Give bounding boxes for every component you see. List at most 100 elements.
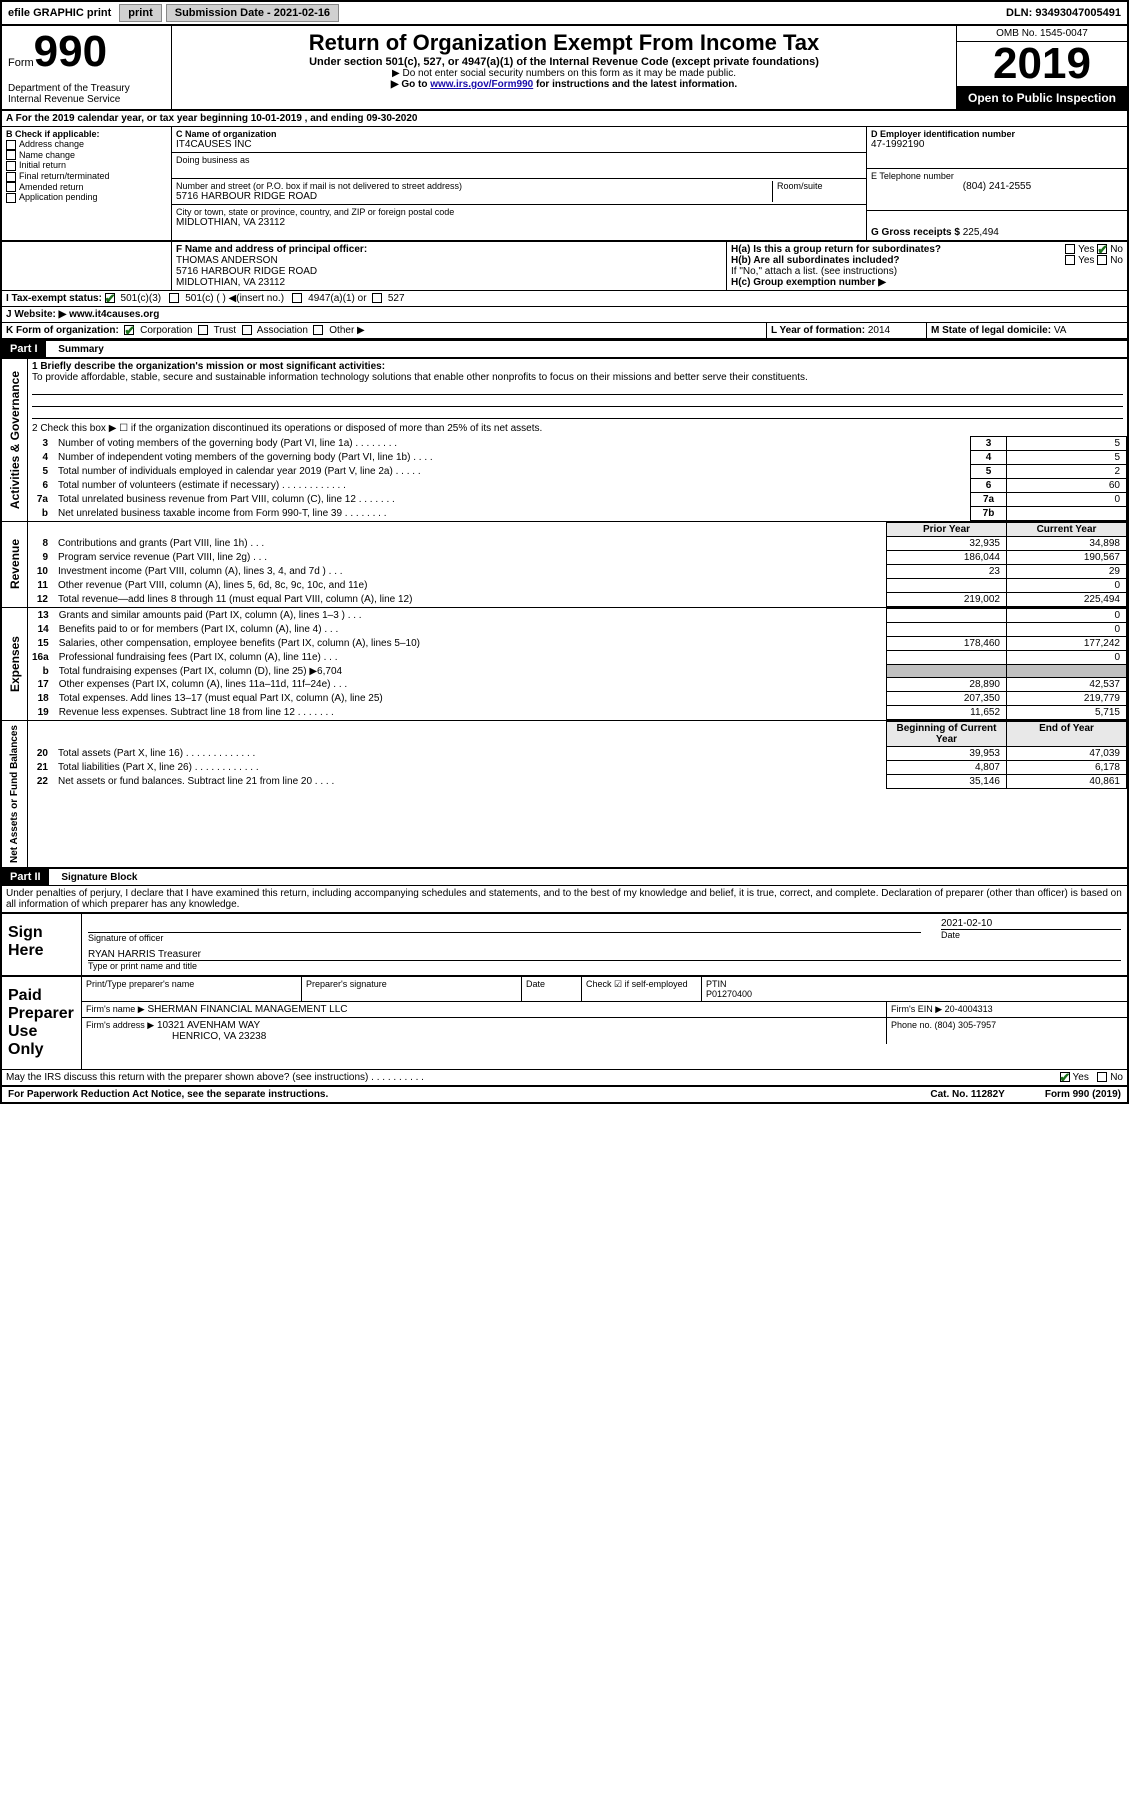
discuss-yes[interactable] (1060, 1072, 1070, 1082)
form-title: Return of Organization Exempt From Incom… (178, 30, 950, 56)
footer-mid: Cat. No. 11282Y (930, 1089, 1004, 1100)
end-year-head: End of Year (1007, 722, 1127, 747)
prep-sig-label: Preparer's signature (302, 977, 522, 1001)
j-label: J Website: ▶ (6, 309, 66, 320)
section-fh: F Name and address of principal officer:… (2, 242, 1127, 291)
sig-date-label: Date (941, 930, 1121, 940)
city-cell: City or town, state or province, country… (172, 205, 866, 230)
top-bar: efile GRAPHIC print print Submission Dat… (2, 2, 1127, 26)
officer-addr1: 5716 HARBOUR RIDGE ROAD (176, 266, 722, 277)
prep-date-label: Date (522, 977, 582, 1001)
discuss-row: May the IRS discuss this return with the… (2, 1069, 1127, 1085)
tax-year: 2019 (957, 42, 1127, 87)
table-row: bNet unrelated business taxable income f… (28, 507, 1127, 521)
cb-501c[interactable] (169, 293, 179, 303)
cb-name[interactable]: Name change (6, 150, 167, 161)
cb-527[interactable] (372, 293, 382, 303)
cb-other[interactable] (313, 325, 323, 335)
city-label: City or town, state or province, country… (176, 207, 862, 217)
i-label: I Tax-exempt status: (6, 293, 102, 304)
table-row: 12Total revenue—add lines 8 through 11 (… (28, 593, 1127, 607)
ha-yes[interactable] (1065, 244, 1075, 254)
col-l: L Year of formation: 2014 (767, 323, 927, 338)
org-name-cell: C Name of organization IT4CAUSES INC (172, 127, 866, 153)
dln: DLN: 93493047005491 (1000, 7, 1127, 19)
cb-final[interactable]: Final return/terminated (6, 171, 167, 182)
prep-name-label: Print/Type preparer's name (82, 977, 302, 1001)
sidebar-activities: Activities & Governance (2, 359, 28, 521)
addr-cell: Number and street (or P.O. box if mail i… (172, 179, 866, 205)
tel-label: E Telephone number (871, 171, 1123, 181)
table-row: 4Number of independent voting members of… (28, 451, 1127, 465)
col-b-head: B Check if applicable: (6, 129, 167, 139)
col-c: C Name of organization IT4CAUSES INC Doi… (172, 127, 867, 240)
cb-assoc[interactable] (242, 325, 252, 335)
cb-corp[interactable] (124, 325, 134, 335)
header-left: Form990 Department of the Treasury Inter… (2, 26, 172, 109)
sig-name: RYAN HARRIS Treasurer (88, 949, 1121, 960)
table-row: 3Number of voting members of the governi… (28, 437, 1127, 451)
org-name-label: C Name of organization (176, 129, 862, 139)
firm-ein: Firm's EIN ▶ 20-4004313 (887, 1002, 1127, 1017)
h-a: H(a) Is this a group return for subordin… (731, 244, 1123, 255)
sign-body: Signature of officer 2021-02-10 Date RYA… (82, 914, 1127, 975)
firm-name: Firm's name ▶ SHERMAN FINANCIAL MANAGEME… (82, 1002, 887, 1017)
row-i: I Tax-exempt status: 501(c)(3) 501(c) ( … (2, 291, 1127, 307)
table-row: 14Benefits paid to or for members (Part … (28, 623, 1127, 637)
open-inspection: Open to Public Inspection (957, 87, 1127, 109)
group-revenue: Revenue Prior YearCurrent Year 8Contribu… (2, 521, 1127, 607)
h-c: H(c) Group exemption number ▶ (731, 277, 1123, 288)
irs-link[interactable]: www.irs.gov/Form990 (430, 79, 533, 90)
header-mid: Return of Organization Exempt From Incom… (172, 26, 957, 109)
f-label: F Name and address of principal officer: (176, 244, 722, 255)
ein: 47-1992190 (871, 139, 1123, 150)
part-i-badge: Part I (2, 341, 46, 357)
hb-no[interactable] (1097, 255, 1107, 265)
tel-cell: E Telephone number (804) 241-2555 (867, 169, 1127, 211)
org-name: IT4CAUSES INC (176, 139, 862, 150)
footer-left: For Paperwork Reduction Act Notice, see … (8, 1089, 328, 1100)
line-a: A For the 2019 calendar year, or tax yea… (2, 111, 1127, 127)
table-row: bTotal fundraising expenses (Part IX, co… (28, 665, 1127, 678)
cb-amended[interactable]: Amended return (6, 182, 167, 193)
table-row: 19Revenue less expenses. Subtract line 1… (28, 706, 1127, 720)
form-990-page: efile GRAPHIC print print Submission Dat… (0, 0, 1129, 1104)
efile-label: efile GRAPHIC print (2, 7, 117, 19)
lines-net: Beginning of Current YearEnd of Year 20T… (28, 721, 1127, 789)
header-right: OMB No. 1545-0047 2019 Open to Public In… (957, 26, 1127, 109)
prior-year-head: Prior Year (887, 523, 1007, 537)
ptin-cell: PTINP01270400 (702, 977, 1127, 1001)
cb-4947[interactable] (292, 293, 302, 303)
sign-here-label: Sign Here (2, 914, 82, 975)
cb-pending[interactable]: Application pending (6, 192, 167, 203)
submission-date-button[interactable]: Submission Date - 2021-02-16 (166, 4, 339, 22)
print-button[interactable]: print (119, 4, 161, 22)
table-row: 11Other revenue (Part VIII, column (A), … (28, 579, 1127, 593)
table-row: 10Investment income (Part VIII, column (… (28, 565, 1127, 579)
col-k: K Form of organization: Corporation Trus… (2, 323, 767, 338)
ein-cell: D Employer identification number 47-1992… (867, 127, 1127, 169)
dba-label: Doing business as (176, 155, 862, 165)
form-label: Form (8, 57, 34, 69)
h-b-note: If "No," attach a list. (see instruction… (731, 266, 1123, 277)
cb-501c3[interactable] (105, 293, 115, 303)
table-row: 5Total number of individuals employed in… (28, 465, 1127, 479)
ha-no[interactable] (1097, 244, 1107, 254)
group-netassets: Net Assets or Fund Balances Beginning of… (2, 720, 1127, 867)
part-ii-title: Signature Block (51, 872, 137, 883)
discuss-no[interactable] (1097, 1072, 1107, 1082)
col-m: M State of legal domicile: VA (927, 323, 1127, 338)
hb-yes[interactable] (1065, 255, 1075, 265)
cb-address[interactable]: Address change (6, 139, 167, 150)
cb-initial[interactable]: Initial return (6, 160, 167, 171)
subtitle-2: ▶ Do not enter social security numbers o… (178, 68, 950, 79)
cb-trust[interactable] (198, 325, 208, 335)
part-i-title: Summary (48, 344, 104, 355)
footer-right: Form 990 (2019) (1045, 1089, 1121, 1100)
tel: (804) 241-2555 (871, 181, 1123, 192)
form-number: 990 (34, 27, 107, 76)
table-row: 8Contributions and grants (Part VIII, li… (28, 537, 1127, 551)
gross-cell: G Gross receipts $ 225,494 (867, 211, 1127, 240)
gross: 225,494 (963, 227, 999, 238)
sidebar-revenue: Revenue (2, 522, 28, 607)
